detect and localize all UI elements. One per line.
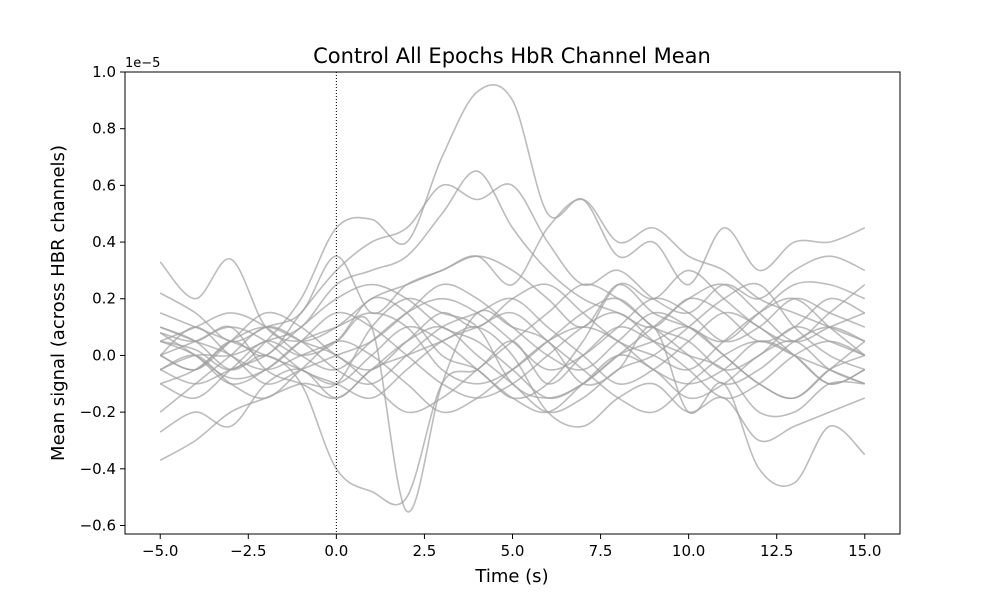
x-tick-label: 10.0: [672, 542, 705, 560]
series-line-17: [159, 312, 866, 414]
x-tick-label: 5.0: [501, 542, 525, 560]
y-axis-label: Mean signal (across HBR channels): [48, 145, 69, 461]
series-line-19: [159, 297, 866, 371]
y-tick-label: −0.6: [80, 516, 116, 534]
y-tick-label: 0.4: [92, 233, 116, 251]
series-line-1: [160, 84, 866, 371]
y-tick-label: 1.0: [92, 63, 116, 81]
y-tick-label: 0.2: [92, 290, 116, 308]
series-line-20: [159, 326, 866, 414]
series-line-7: [159, 255, 866, 343]
x-axis-label: Time (s): [474, 566, 548, 587]
y-tick-label: −0.4: [80, 460, 116, 478]
series-line-21: [159, 283, 866, 371]
series-line-5: [159, 309, 866, 513]
y-tick-label: 0.8: [92, 120, 116, 138]
x-tick-label: 12.5: [760, 542, 793, 560]
x-tick-label: 15.0: [848, 542, 881, 560]
x-tick-label: −2.5: [230, 542, 266, 560]
x-tick-label: 7.5: [589, 542, 613, 560]
series-line-2: [159, 183, 866, 371]
y-tick-label: 0.6: [92, 176, 116, 194]
y-tick-label: −0.2: [80, 403, 116, 421]
x-tick-label: 2.5: [413, 542, 437, 560]
chart-title: Control All Epochs HbR Channel Mean: [313, 44, 711, 68]
series-line-22: [159, 311, 866, 400]
x-tick-label: −5.0: [142, 542, 178, 560]
y-tick-label: 0.0: [92, 346, 116, 364]
y-axis-offset-text: 1e−5: [125, 56, 160, 71]
x-tick-label: 0.0: [324, 542, 348, 560]
series-line-3: [159, 170, 866, 371]
y-axis-ticks: −0.6 −0.4 −0.2 0.0 0.2 0.4 0.6 0.8 1.0: [80, 63, 125, 534]
series-lines: [159, 84, 866, 513]
x-axis-ticks: −5.0 −2.5 0.0 2.5 5.0 7.5 10.0 12.5 15.0: [142, 534, 881, 560]
